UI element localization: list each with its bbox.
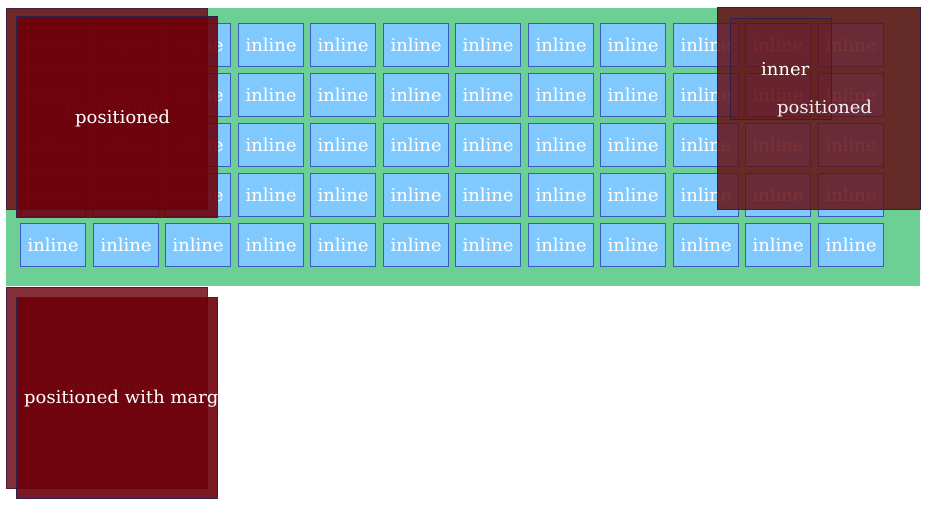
inner-box xyxy=(730,18,832,120)
inline-box: inline xyxy=(528,223,594,267)
inline-box: inline xyxy=(528,173,594,217)
inline-box: inline xyxy=(238,123,304,167)
inline-box: inline xyxy=(455,223,521,267)
inline-box: inline xyxy=(528,73,594,117)
inline-box: inline xyxy=(165,223,231,267)
inline-box: inline xyxy=(238,73,304,117)
inline-box: inline xyxy=(600,173,666,217)
inline-box: inline xyxy=(528,23,594,67)
inline-box: inline xyxy=(455,73,521,117)
inline-box: inline xyxy=(310,23,376,67)
inline-box: inline xyxy=(310,223,376,267)
inline-box: inline xyxy=(745,223,811,267)
inline-box: inline xyxy=(238,173,304,217)
inline-box: inline xyxy=(93,223,159,267)
inline-box: inline xyxy=(310,123,376,167)
inline-box: inline xyxy=(383,223,449,267)
inline-box: inline xyxy=(528,123,594,167)
inline-box: inline xyxy=(238,223,304,267)
positioned-right-label: positioned xyxy=(777,97,872,118)
positioned-box-right xyxy=(717,7,921,210)
positioned-label: positioned xyxy=(75,107,170,128)
inline-box: inline xyxy=(600,23,666,67)
inline-box: inline xyxy=(455,173,521,217)
inline-box: inline xyxy=(673,223,739,267)
inline-box: inline xyxy=(600,73,666,117)
inline-box: inline xyxy=(455,123,521,167)
inner-label: inner xyxy=(761,59,810,80)
positioned-box xyxy=(16,16,218,218)
inline-box: inline xyxy=(600,123,666,167)
inline-box: inline xyxy=(310,173,376,217)
inline-box: inline xyxy=(238,23,304,67)
inline-box: inline xyxy=(383,73,449,117)
inline-box: inline xyxy=(818,223,884,267)
inline-box: inline xyxy=(383,173,449,217)
inline-box: inline xyxy=(383,123,449,167)
inline-box: inline xyxy=(20,223,86,267)
inline-box: inline xyxy=(383,23,449,67)
positioned-with-margin-box xyxy=(16,297,218,499)
inline-box: inline xyxy=(310,73,376,117)
inline-box: inline xyxy=(455,23,521,67)
positioned-with-margin-label: positioned with margin xyxy=(24,387,236,408)
inline-box: inline xyxy=(600,223,666,267)
